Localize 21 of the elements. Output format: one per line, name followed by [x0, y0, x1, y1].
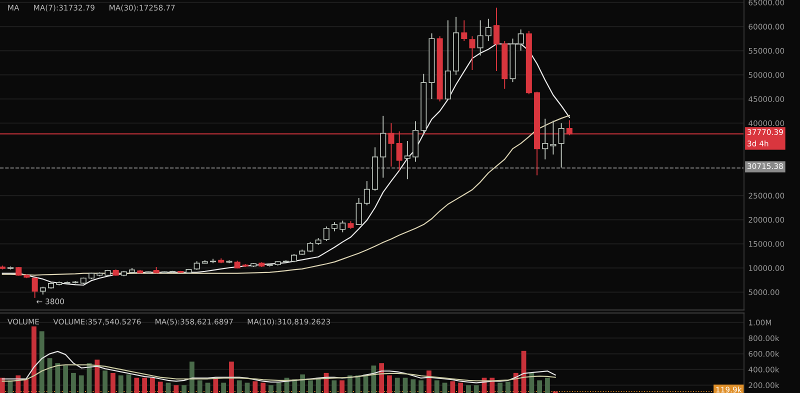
candlestick	[340, 220, 346, 233]
candlestick	[558, 122, 564, 168]
candlestick	[404, 140, 410, 180]
candlestick	[485, 18, 492, 42]
candlestick	[332, 222, 338, 232]
candlestick	[32, 277, 38, 298]
candlestick	[364, 180, 370, 206]
candlestick	[461, 20, 468, 42]
candlestick	[477, 20, 484, 56]
line-series	[2, 350, 556, 384]
candlestick	[356, 197, 362, 226]
candlestick	[494, 7, 500, 72]
candlestick	[323, 226, 330, 242]
candlestick	[469, 36, 476, 70]
candlestick	[542, 118, 548, 160]
line-series	[2, 364, 556, 382]
candlestick	[518, 28, 524, 52]
line-series	[2, 114, 570, 276]
candlestick	[550, 120, 556, 155]
candlestick	[307, 241, 314, 253]
candlestick	[380, 115, 386, 178]
